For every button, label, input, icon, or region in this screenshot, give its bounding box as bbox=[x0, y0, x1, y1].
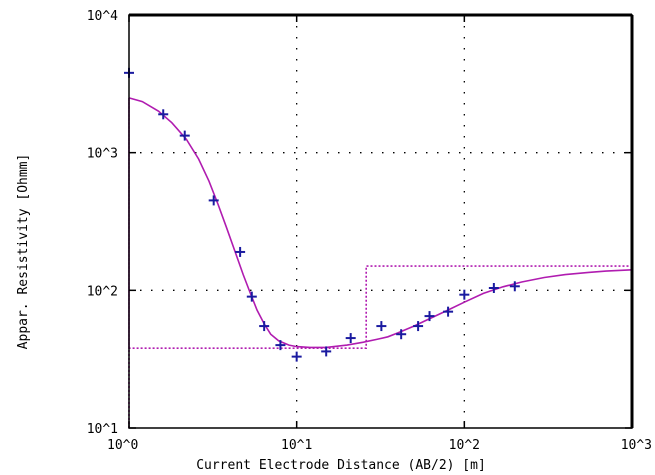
y-tick-label: 10^3 bbox=[87, 147, 118, 162]
x-tick-label: 10^3 bbox=[621, 438, 652, 453]
observed-point bbox=[424, 311, 435, 322]
observed-point bbox=[208, 195, 219, 206]
axis-ticks bbox=[128, 14, 633, 429]
y-tick-label: 10^4 bbox=[87, 9, 118, 24]
observed-points bbox=[124, 67, 520, 362]
observed-point bbox=[291, 351, 302, 362]
observed-point bbox=[443, 306, 454, 317]
observed-point bbox=[396, 329, 407, 340]
observed-point bbox=[179, 130, 190, 141]
y-tick-label: 10^2 bbox=[87, 284, 118, 299]
observed-point bbox=[509, 281, 520, 292]
y-axis-label: Appar. Resistivity [Ohmm] bbox=[16, 154, 31, 350]
x-tick-label: 10^1 bbox=[281, 438, 312, 453]
model-layer bbox=[128, 97, 633, 428]
observed-point bbox=[275, 340, 286, 351]
observed-point bbox=[259, 321, 270, 332]
x-axis-label: Current Electrode Distance (AB/2) [m] bbox=[196, 458, 486, 473]
observed-point bbox=[321, 346, 332, 357]
x-tick-labels: 10^0 10^1 10^2 10^3 bbox=[107, 438, 652, 453]
layer-model-dotted-line bbox=[128, 97, 632, 428]
observed-point bbox=[459, 289, 470, 300]
x-tick-label: 10^2 bbox=[449, 438, 480, 453]
observed-point bbox=[376, 321, 387, 332]
observed-point bbox=[246, 291, 257, 302]
observed-point bbox=[345, 333, 356, 344]
observed-point bbox=[158, 109, 169, 120]
observed-point bbox=[235, 246, 246, 257]
x-tick-label: 10^0 bbox=[107, 438, 138, 453]
y-tick-labels: 10^1 10^2 10^3 10^4 bbox=[87, 9, 118, 437]
observed-point bbox=[488, 282, 499, 293]
y-tick-label: 10^1 bbox=[87, 422, 118, 437]
model-curve-line bbox=[128, 97, 633, 349]
grid-lines bbox=[129, 15, 632, 428]
observed-point bbox=[413, 321, 424, 332]
plot-frame bbox=[128, 14, 633, 429]
